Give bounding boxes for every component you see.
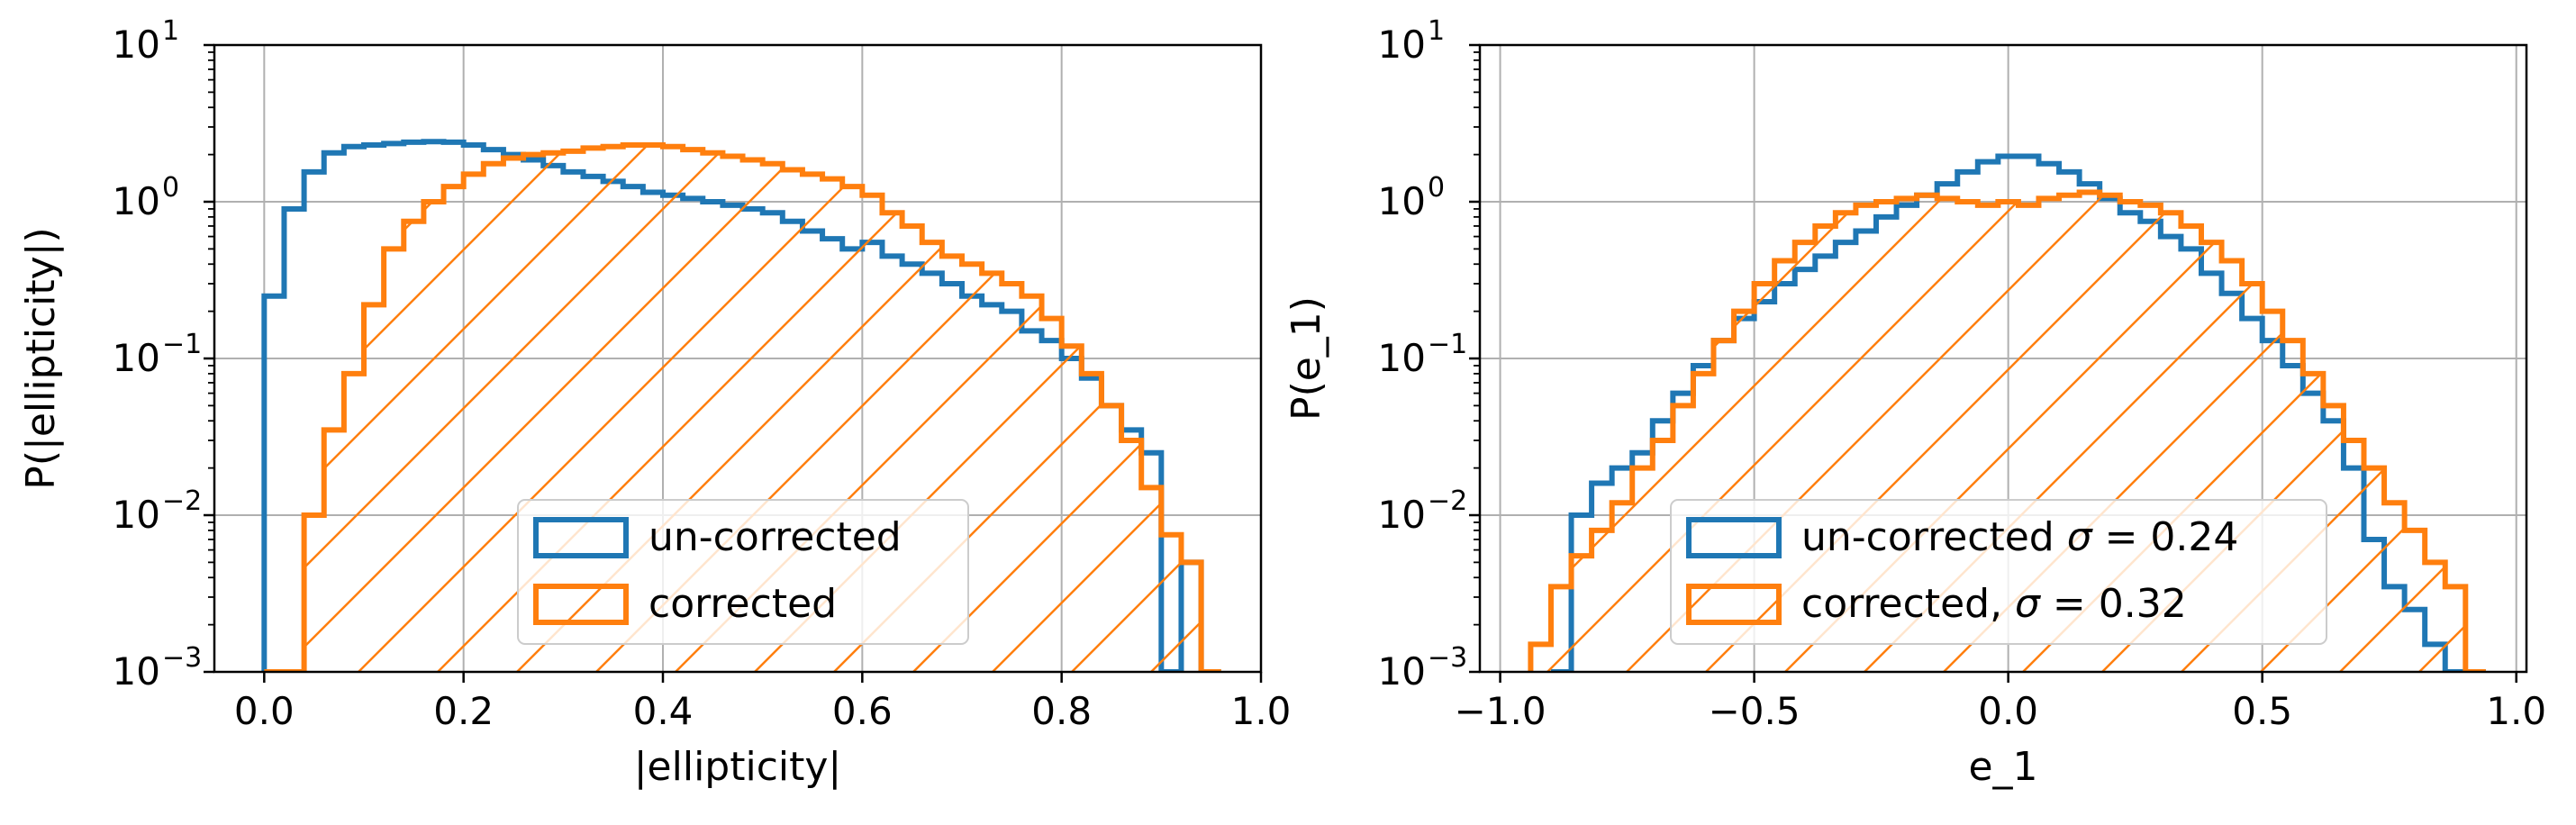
x-tick-label: 0.0	[1978, 689, 2038, 733]
x-tick-label: 1.0	[1231, 689, 1292, 733]
legend-label-1: corrected	[649, 581, 837, 627]
x-tick-label: 0.0	[234, 689, 295, 733]
y-tick-label: 10	[113, 649, 160, 694]
x-ticks: 0.0 0.2 0.4 0.6 0.8 1.0	[234, 672, 1291, 733]
y-tick-label: 10	[1378, 336, 1426, 380]
legend-label-part: un-corrected	[1801, 514, 2067, 560]
histogram-step-1	[264, 142, 1221, 672]
y-tick-label: 10	[1378, 649, 1426, 694]
series-group	[261, 139, 1221, 672]
legend-sigma-symbol: σ	[2067, 514, 2093, 560]
legend-swatch-hatch-1	[1689, 586, 1779, 622]
y-tick-exponent: −1	[1428, 329, 1467, 360]
y-tick-label: 10	[113, 23, 160, 67]
x-tick-label: 0.6	[832, 689, 893, 733]
x-tick-label: 1.0	[2486, 689, 2546, 733]
y-tick-exponent: −2	[1428, 485, 1467, 517]
legend-box	[1670, 499, 2327, 645]
y-tick-exponent: −2	[162, 485, 202, 517]
legend-swatch-1	[1686, 584, 1782, 625]
legend-box	[517, 499, 969, 645]
legend: un-corrected σ = 0.24 corrected, σ = 0.32	[1670, 499, 2327, 645]
y-tick-exponent: 0	[162, 172, 179, 204]
legend-label-0: un-corrected	[649, 514, 902, 560]
y-tick-label: 10	[1378, 179, 1426, 223]
legend-swatch-hatch-1	[536, 586, 626, 622]
x-tick-label: 0.4	[633, 689, 694, 733]
legend-label-part: = 0.32	[2040, 581, 2187, 627]
y-tick-label: 10	[1378, 493, 1426, 537]
y-tick-exponent: −3	[1428, 642, 1467, 674]
y-tick-label: 10	[113, 179, 160, 223]
legend-label-part: corrected,	[1801, 581, 2015, 627]
y-axis-label: P(|ellipticity|)	[18, 227, 64, 489]
x-ticks: −1.0 −0.5 0.0 0.5 1.0	[1455, 672, 2546, 733]
legend-label-0: un-corrected σ = 0.24	[1801, 514, 2238, 560]
legend-label-1: corrected, σ = 0.32	[1801, 581, 2187, 627]
x-tick-label: −0.5	[1709, 689, 1800, 733]
x-tick-label: 0.8	[1031, 689, 1092, 733]
y-tick-exponent: −1	[162, 329, 202, 360]
y-tick-exponent: 1	[1428, 15, 1445, 47]
y-tick-exponent: 0	[1428, 172, 1445, 204]
x-tick-label: 0.2	[433, 689, 494, 733]
legend-swatch-1	[533, 584, 629, 625]
legend-sigma-symbol: σ	[2015, 581, 2041, 627]
legend: un-corrected corrected	[517, 499, 969, 645]
legend-label-part: = 0.24	[2092, 514, 2239, 560]
y-tick-label: 10	[113, 493, 160, 537]
y-axis-label: P(e_1)	[1283, 296, 1329, 421]
y-tick-label: 10	[113, 336, 160, 380]
y-tick-exponent: −3	[162, 642, 202, 674]
legend-swatch-0	[1686, 517, 1782, 558]
legend-swatch-0	[533, 517, 629, 558]
x-axis-label: e_1	[1968, 744, 2037, 790]
y-tick-label: 10	[1378, 23, 1426, 67]
x-tick-label: 0.5	[2232, 689, 2292, 733]
histogram-hatch-1	[264, 145, 1221, 672]
y-tick-exponent: 1	[162, 15, 179, 47]
histogram-step-1	[1528, 189, 2486, 672]
x-axis-label: |ellipticity|	[634, 744, 842, 790]
x-tick-label: −1.0	[1455, 689, 1547, 733]
